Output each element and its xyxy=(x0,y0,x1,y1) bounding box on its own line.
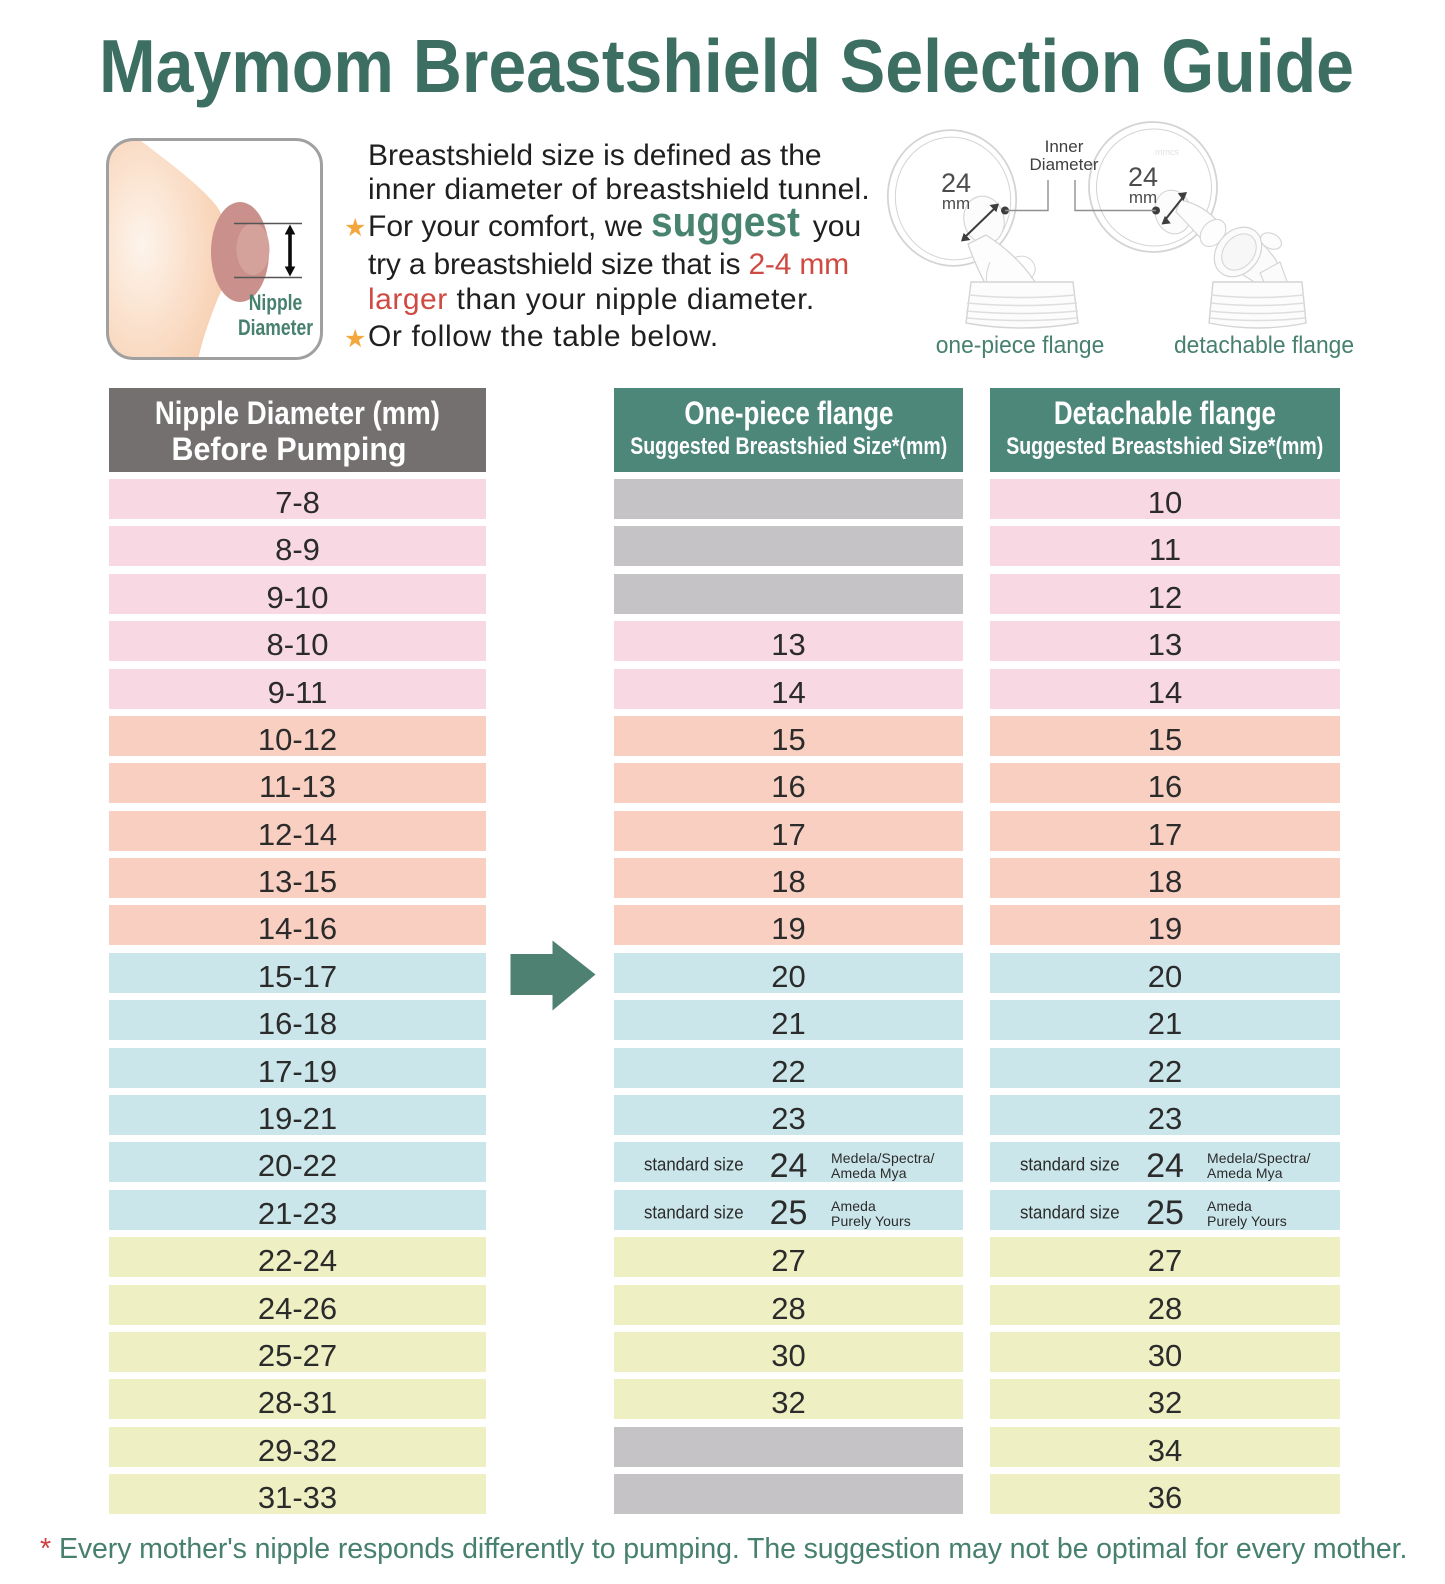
svg-text:Diameter: Diameter xyxy=(1030,155,1099,174)
svg-text:Nipple: Nipple xyxy=(249,291,303,316)
svg-text:mm: mm xyxy=(1129,188,1157,207)
svg-text:24: 24 xyxy=(941,168,971,198)
svg-text:mm: mm xyxy=(942,194,970,213)
svg-text:mmcs: mmcs xyxy=(1155,147,1179,157)
svg-text:Inner: Inner xyxy=(1045,137,1084,156)
svg-text:Diameter: Diameter xyxy=(238,316,313,341)
svg-text:24: 24 xyxy=(1128,162,1158,192)
